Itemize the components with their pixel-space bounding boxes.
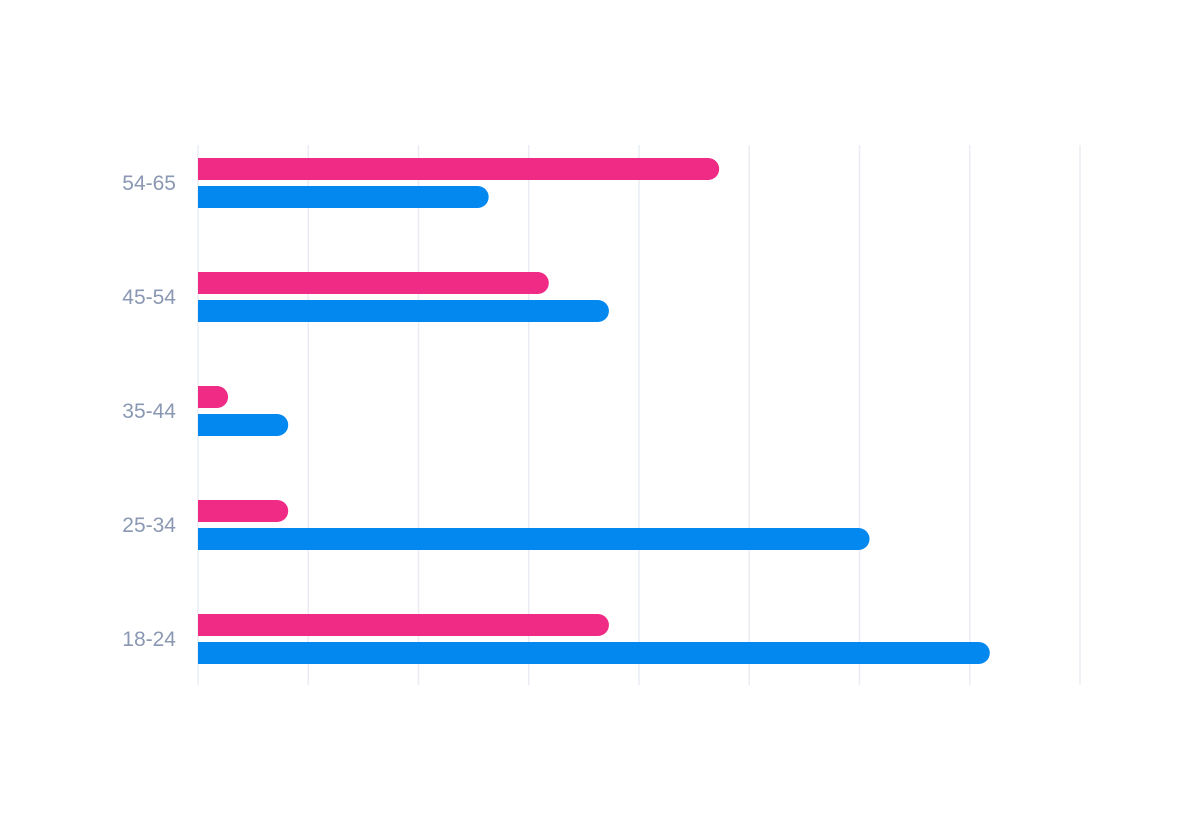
category-labels: 54-65 45-54 35-44 25-34 18-24 bbox=[122, 172, 176, 651]
category-label: 25-34 bbox=[122, 514, 176, 537]
bar-series-2-35-44 bbox=[198, 414, 289, 436]
bar-series-2-54-65 bbox=[198, 186, 489, 208]
bar-series-2-25-34 bbox=[198, 528, 870, 550]
bar-series-2-45-54 bbox=[198, 300, 609, 322]
bar-series-1-45-54 bbox=[198, 272, 549, 294]
category-label: 54-65 bbox=[122, 172, 176, 195]
bar-series-1-25-34 bbox=[198, 500, 289, 522]
category-label: 18-24 bbox=[122, 628, 176, 651]
bar-series-1-54-65 bbox=[198, 158, 720, 180]
category-label: 45-54 bbox=[122, 286, 176, 309]
category-label: 35-44 bbox=[122, 400, 176, 423]
bars bbox=[198, 158, 990, 664]
bar-series-1-18-24 bbox=[198, 614, 609, 636]
bar-series-1-35-44 bbox=[198, 386, 229, 408]
gridlines bbox=[197, 145, 1081, 685]
bar-series-2-18-24 bbox=[198, 642, 990, 664]
